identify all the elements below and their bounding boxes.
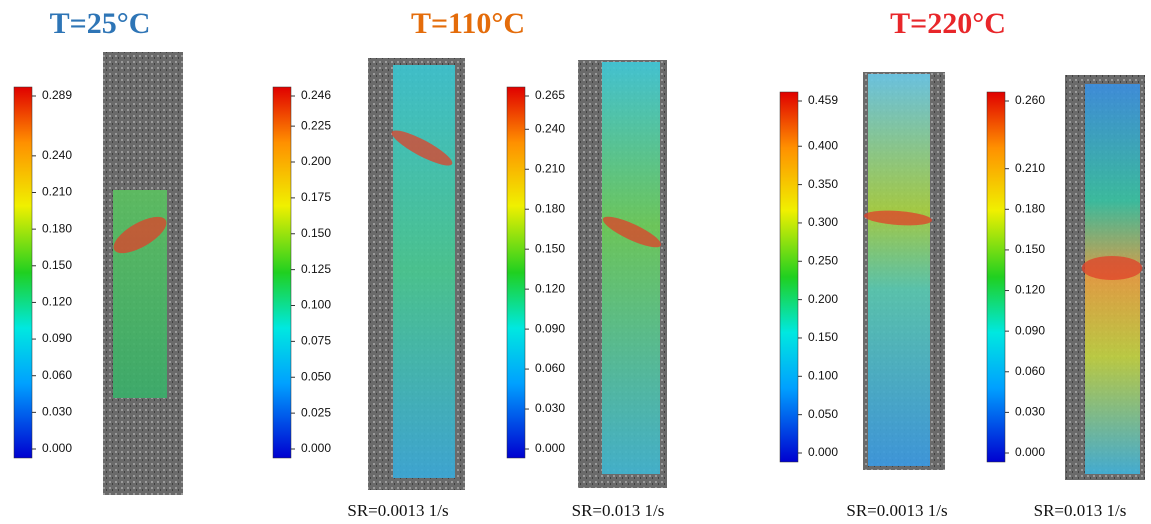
- colorbar-label: 0.100: [301, 298, 331, 312]
- colorbar-label: 0.000: [1015, 445, 1045, 459]
- colorbar-label: 0.240: [42, 148, 72, 162]
- strain-map: [602, 62, 660, 474]
- strain-rate-caption: SR=0.0013 1/s: [347, 501, 448, 520]
- colorbar-label: 0.210: [535, 161, 565, 175]
- colorbar-label: 0.000: [808, 445, 838, 459]
- colorbar-label: 0.300: [808, 215, 838, 229]
- colorbar-label: 0.150: [42, 258, 72, 272]
- colorbar: [13, 86, 33, 459]
- colorbar-label: 0.240: [535, 121, 565, 135]
- colorbar-label: 0.090: [535, 321, 565, 335]
- colorbar-label: 0.025: [301, 405, 331, 419]
- colorbar-label: 0.090: [42, 331, 72, 345]
- colorbar-label: 0.150: [808, 330, 838, 344]
- colorbar-label: 0.060: [42, 368, 72, 382]
- colorbar-label: 0.050: [808, 407, 838, 421]
- strain-rate-caption: SR=0.013 1/s: [1034, 501, 1127, 520]
- colorbar-label: 0.060: [1015, 364, 1045, 378]
- colorbar: [986, 91, 1006, 463]
- colorbar-label: 0.150: [301, 226, 331, 240]
- shear-band: [1081, 256, 1143, 280]
- shear-band: [113, 216, 167, 254]
- colorbar-label: 0.350: [808, 177, 838, 191]
- colorbar-label: 0.000: [301, 441, 331, 455]
- colorbar-label: 0.030: [42, 405, 72, 419]
- colorbar-label: 0.200: [808, 292, 838, 306]
- panel-title: T=110°C: [411, 7, 525, 40]
- colorbar: [506, 86, 526, 459]
- colorbar: [272, 86, 292, 459]
- strain-rate-caption: SR=0.013 1/s: [572, 501, 665, 520]
- colorbar-label: 0.000: [42, 441, 72, 455]
- colorbar-label: 0.030: [1015, 405, 1045, 419]
- colorbar-label: 0.050: [301, 369, 331, 383]
- colorbar-label: 0.180: [42, 221, 72, 235]
- panels: T=25°C 0.289 0.240 0.210 0.180 0.150 0.120 0.09…: [13, 7, 1145, 520]
- colorbar-label: 0.150: [1015, 242, 1045, 256]
- colorbar-label: 0.225: [301, 118, 331, 132]
- strain-map: [393, 65, 455, 478]
- colorbar-label: 0.060: [535, 361, 565, 375]
- colorbar: [779, 91, 799, 463]
- colorbar-label: 0.260: [1015, 93, 1045, 107]
- shear-band: [391, 130, 453, 166]
- colorbar-label: 0.180: [535, 201, 565, 215]
- colorbar-label: 0.246: [301, 88, 331, 102]
- colorbar-label: 0.100: [808, 368, 838, 382]
- colorbar-label: 0.125: [301, 262, 331, 276]
- colorbar-label: 0.210: [1015, 161, 1045, 175]
- panel-title: T=220°C: [890, 7, 1006, 40]
- colorbar-label: 0.120: [1015, 283, 1045, 297]
- colorbar-label: 0.120: [42, 295, 72, 309]
- colorbar-label: 0.250: [808, 253, 838, 267]
- strain-rate-caption: SR=0.0013 1/s: [846, 501, 947, 520]
- shear-band: [863, 210, 933, 226]
- strain-map: [868, 74, 930, 466]
- colorbar-label: 0.400: [808, 138, 838, 152]
- shear-band: [602, 216, 662, 248]
- colorbar-label: 0.150: [535, 241, 565, 255]
- colorbar-label: 0.175: [301, 190, 331, 204]
- panel-title: T=25°C: [50, 7, 151, 40]
- colorbar-label: 0.075: [301, 334, 331, 348]
- colorbar-label: 0.030: [535, 401, 565, 415]
- colorbar-label: 0.265: [535, 88, 565, 102]
- colorbar-label: 0.180: [1015, 201, 1045, 215]
- colorbar-label: 0.459: [808, 93, 838, 107]
- colorbar-label: 0.090: [1015, 323, 1045, 337]
- colorbar-label: 0.210: [42, 185, 72, 199]
- colorbar-label: 0.289: [42, 88, 72, 102]
- colorbar-label: 0.000: [535, 441, 565, 455]
- colorbar-label: 0.200: [301, 154, 331, 168]
- colorbar-label: 0.120: [535, 281, 565, 295]
